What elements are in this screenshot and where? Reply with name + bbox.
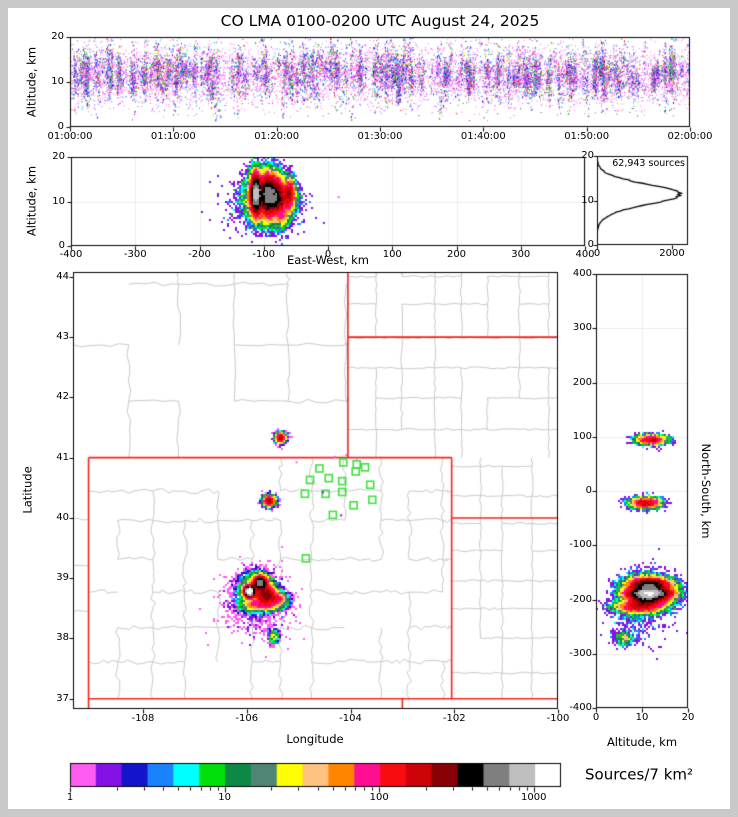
ns-tick-label: 400	[572, 268, 592, 279]
ns-tick-label: -400	[569, 702, 592, 713]
latitude-tick-label: 42	[56, 391, 69, 403]
ew-tick-label: 200	[446, 249, 467, 260]
longitude-tick-label: -104	[339, 713, 362, 724]
altitude-tick-label: 0	[58, 240, 65, 251]
north-south-xlabel: Altitude, km	[606, 735, 678, 749]
latitude-tick-label: 43	[56, 331, 69, 343]
ew-tick-label: 100	[382, 249, 402, 260]
map-xlabel: Longitude	[286, 732, 344, 746]
time-tick-label: 01:10:00	[150, 131, 196, 142]
altitude-tick-label: 0	[57, 121, 64, 132]
ns-alt-tick-label: 10	[635, 712, 649, 723]
latitude-tick-label: 39	[56, 572, 69, 584]
colorbar-tick-label: 1	[66, 792, 74, 803]
ns-tick-label: 300	[572, 322, 592, 334]
latitude-tick-label: 41	[56, 451, 69, 463]
source-count-annotation: 62,943 sources	[612, 158, 685, 169]
figure-canvas	[8, 8, 730, 809]
figure-title: CO LMA 0100-0200 UTC August 24, 2025	[220, 12, 540, 30]
figure: CO LMA 0100-0200 UTC August 24, 2025 Alt…	[8, 8, 730, 809]
altitude-tick-label: 10	[52, 195, 65, 207]
longitude-tick-label: -100	[546, 713, 570, 724]
ns-alt-tick-label: 20	[681, 712, 695, 723]
time-tick-label: 01:40:00	[460, 131, 506, 142]
ew-tick-label: 300	[511, 249, 531, 260]
colorbar-tick-label: 1000	[521, 792, 547, 803]
ns-tick-label: -200	[569, 593, 592, 605]
latitude-tick-label: 38	[56, 632, 69, 644]
ew-tick-label: -400	[59, 249, 83, 260]
hist-tick-label: 0	[593, 248, 601, 259]
latitude-tick-label: 44	[56, 270, 69, 282]
time-tick-label: 01:20:00	[254, 131, 300, 142]
colorbar-tick-label: 100	[369, 792, 389, 803]
latitude-tick-label: 40	[56, 511, 69, 523]
north-south-ylabel: North-South, km	[698, 443, 713, 539]
colorbar-label: Sources/7 km²	[585, 765, 694, 784]
ew-tick-label: -200	[188, 249, 211, 260]
ns-tick-label: -300	[569, 647, 592, 659]
east-west-ylabel: Altitude, km	[24, 165, 39, 237]
ns-alt-tick-label: 0	[592, 712, 600, 723]
time-height-ylabel: Altitude, km	[24, 46, 39, 118]
time-tick-label: 01:30:00	[357, 131, 403, 142]
latitude-tick-label: 37	[56, 692, 69, 704]
altitude-tick-label: 0	[587, 239, 594, 250]
ew-tick-label: 400	[575, 249, 595, 260]
hist-tick-label: 2000	[659, 248, 685, 259]
colorbar-tick-label: 10	[218, 792, 231, 803]
longitude-tick-label: -102	[442, 713, 466, 724]
altitude-tick-label: 20	[52, 151, 65, 162]
ns-tick-label: 0	[585, 485, 592, 496]
east-west-xlabel: East-West, km	[287, 253, 369, 267]
ew-tick-label: -100	[252, 249, 276, 260]
altitude-tick-label: 20	[581, 150, 594, 161]
ns-tick-label: -100	[569, 539, 592, 551]
altitude-tick-label: 20	[51, 31, 64, 42]
ns-tick-label: 200	[572, 376, 592, 388]
longitude-tick-label: -106	[235, 713, 259, 724]
map-ylabel: Latitude	[20, 466, 35, 514]
time-tick-label: 02:00:00	[667, 131, 713, 142]
ew-tick-label: 0	[324, 249, 332, 260]
time-tick-label: 01:00:00	[47, 131, 93, 142]
altitude-tick-label: 10	[51, 76, 64, 87]
ew-tick-label: -300	[123, 249, 147, 260]
ns-tick-label: 100	[572, 430, 592, 442]
altitude-tick-label: 10	[581, 194, 594, 206]
time-tick-label: 01:50:00	[564, 131, 610, 142]
longitude-tick-label: -108	[131, 713, 155, 724]
